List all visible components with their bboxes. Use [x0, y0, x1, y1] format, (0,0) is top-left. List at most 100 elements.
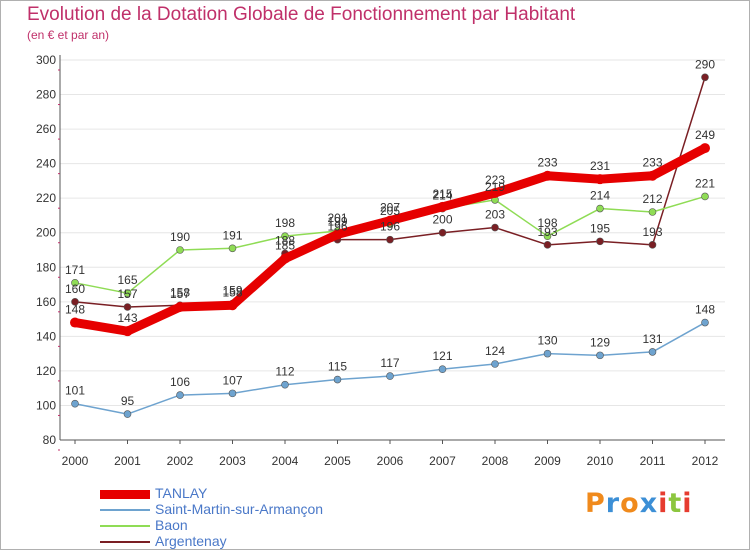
data-label: 191 [222, 228, 242, 242]
data-point [437, 201, 448, 212]
data-label: 196 [380, 220, 400, 234]
data-label: 215 [432, 187, 452, 201]
data-label: 157 [117, 287, 137, 301]
legend-swatch [100, 489, 150, 499]
x-tick-label: 2009 [534, 454, 561, 468]
data-label: 221 [695, 176, 715, 190]
data-point [333, 375, 342, 384]
x-tick-label: 2008 [482, 454, 509, 468]
y-tick-label: 140 [36, 329, 56, 343]
data-point [228, 389, 237, 398]
x-tick-label: 2004 [272, 454, 299, 468]
chart-title: Evolution de la Dotation Globale de Fonc… [27, 4, 576, 25]
data-label: 107 [222, 373, 242, 387]
data-point [491, 360, 499, 368]
data-point [71, 279, 79, 287]
x-tick-label: 2002 [167, 454, 194, 468]
y-tick-label: 260 [36, 122, 56, 136]
data-label: 219 [485, 180, 505, 194]
data-label: 112 [275, 365, 294, 379]
data-label: 148 [65, 303, 85, 317]
data-point [596, 204, 604, 213]
data-label: 212 [642, 192, 662, 206]
x-tick-label: 2012 [692, 454, 719, 468]
data-label: 201 [327, 211, 347, 225]
data-point [175, 302, 185, 312]
data-point [491, 223, 499, 232]
legend-label: Argentenay [155, 533, 227, 549]
data-point [386, 235, 394, 244]
data-label: 121 [432, 349, 452, 363]
data-point [122, 326, 133, 337]
data-label: 207 [380, 201, 400, 215]
data-label: 160 [65, 282, 85, 296]
data-label: 193 [642, 225, 662, 239]
logo-letter: i [682, 488, 693, 519]
data-label: 196 [327, 220, 347, 234]
data-label: 233 [537, 156, 557, 170]
legend-swatch [100, 525, 150, 527]
data-point [385, 215, 395, 226]
y-tick-label: 180 [36, 260, 56, 274]
data-label: 124 [485, 344, 505, 358]
data-label: 249 [695, 128, 715, 142]
data-point [70, 317, 80, 328]
y-tick-label: 80 [43, 433, 57, 447]
legend-swatch [100, 541, 150, 543]
data-point [438, 228, 447, 237]
data-label: 148 [695, 303, 715, 317]
data-point [701, 192, 709, 201]
data-point [123, 289, 132, 297]
data-label: 131 [642, 332, 662, 346]
data-point [648, 348, 657, 356]
data-label: 233 [642, 156, 662, 170]
data-label: 198 [275, 216, 295, 230]
y-tick-label: 280 [36, 88, 56, 102]
data-label: 143 [117, 311, 137, 325]
proxiti-logo: Proxiti [585, 488, 693, 519]
data-point [595, 174, 605, 185]
data-point [228, 244, 237, 253]
data-point [438, 365, 447, 373]
plot-area [60, 60, 725, 440]
data-point [701, 318, 709, 327]
logo-letter: t [668, 488, 683, 519]
data-point [281, 232, 289, 240]
data-label: 115 [328, 360, 347, 374]
legend-label: Saint-Martin-sur-Armançon [155, 501, 324, 517]
x-tick-label: 2005 [324, 454, 351, 468]
logo-letter: P [585, 488, 606, 519]
data-label: 158 [222, 285, 242, 299]
data-label: 171 [65, 263, 85, 277]
data-label: 95 [121, 394, 135, 408]
x-tick-label: 2007 [429, 454, 456, 468]
data-label: 165 [117, 273, 137, 287]
data-label: 129 [590, 335, 610, 349]
logo-letter: i [658, 488, 669, 519]
y-tick-label: 200 [36, 226, 56, 240]
data-point [490, 188, 500, 198]
x-tick-label: 2003 [219, 454, 246, 468]
data-point [543, 349, 552, 358]
legend-label: TANLAY [155, 485, 208, 501]
data-point [542, 170, 553, 181]
data-label: 158 [170, 285, 190, 299]
data-point [596, 237, 604, 246]
chart-subtitle: (en € et par an) [27, 28, 110, 42]
x-tick-label: 2010 [587, 454, 614, 468]
data-label: 214 [432, 189, 452, 203]
data-point [543, 232, 552, 240]
data-point [701, 73, 709, 82]
data-label: 231 [590, 159, 610, 173]
data-point [123, 303, 132, 311]
data-point [647, 170, 658, 181]
data-label: 106 [170, 375, 190, 389]
data-label: 290 [695, 57, 715, 71]
data-point [332, 229, 343, 240]
data-point [227, 300, 238, 311]
data-point [648, 208, 657, 216]
legend-swatch [100, 509, 150, 511]
data-label: 205 [380, 204, 400, 218]
data-label: 203 [485, 208, 505, 222]
